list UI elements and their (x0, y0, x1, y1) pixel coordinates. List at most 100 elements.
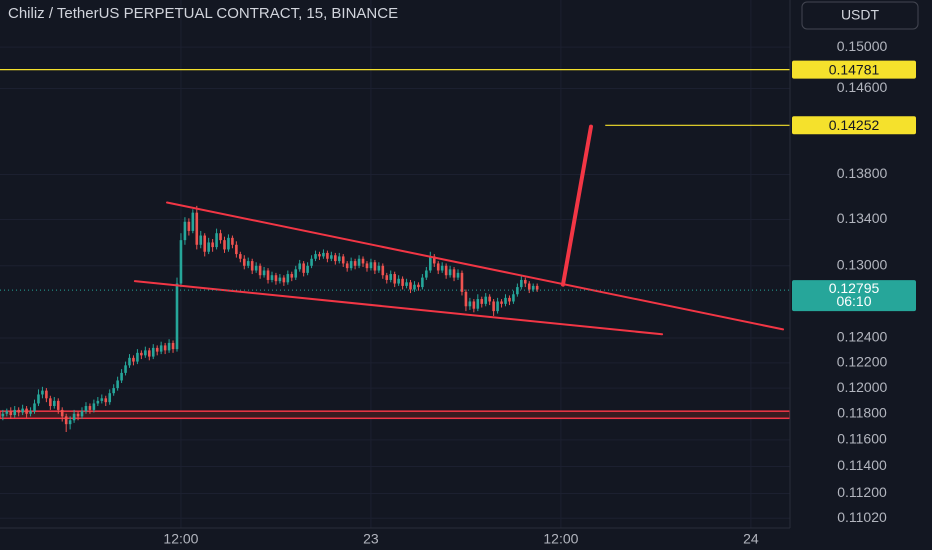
candle-body (492, 301, 495, 312)
candle-body (314, 254, 317, 259)
candle-body (246, 261, 250, 266)
price-line-label: 0.14781 (829, 61, 880, 77)
candle-body (80, 411, 84, 417)
x-tick-label: 12:00 (543, 531, 578, 547)
candle-body (250, 261, 254, 271)
candle-body (49, 398, 52, 407)
candle-body (96, 400, 100, 404)
candle-body (223, 240, 226, 250)
candle-body (417, 284, 420, 288)
candle-body (270, 275, 274, 280)
candle-body (199, 235, 203, 245)
candle-body (1, 413, 5, 417)
candle-body (266, 270, 270, 280)
candle-body (330, 255, 333, 259)
candle-body (460, 272, 464, 292)
candle-body (120, 372, 123, 381)
candle-body (144, 350, 147, 356)
candle-body (425, 270, 428, 278)
candle-body (302, 263, 305, 273)
x-tick-label: 23 (363, 531, 379, 547)
candle-body (385, 275, 389, 280)
currency-label[interactable]: USDT (841, 7, 880, 23)
candle-body (258, 265, 262, 276)
candle-body (432, 256, 436, 264)
y-tick-label: 0.13800 (837, 165, 888, 181)
candle-body (318, 254, 321, 257)
candle-body (60, 409, 64, 417)
candle-body (429, 256, 432, 271)
candle-body (472, 301, 476, 309)
candle-body (523, 279, 527, 284)
candle-body (369, 262, 373, 269)
candle-body (151, 347, 155, 357)
y-tick-label: 0.11600 (837, 431, 887, 447)
candle-body (187, 221, 191, 231)
candle-body (37, 394, 40, 404)
candle-body (353, 261, 357, 266)
candle-body (100, 398, 104, 401)
axes: 0.15000 0.14600 0.13800 0.13400 0.13000 0.124… (163, 38, 916, 547)
y-tick-label: 0.11400 (837, 457, 887, 473)
countdown-label: 06:10 (836, 293, 871, 309)
candle-body (357, 258, 361, 266)
y-tick-label: 0.14600 (837, 79, 888, 95)
candle-body (64, 416, 68, 425)
candle-body (531, 285, 535, 290)
candle-body (322, 252, 325, 257)
last-price-label: 0.12795 (829, 280, 880, 296)
candle-body (175, 283, 179, 350)
candle-body (254, 265, 258, 271)
y-tick-label: 0.12400 (837, 329, 888, 345)
candle-body (397, 278, 400, 284)
candle-body (84, 406, 88, 412)
candle-body (13, 409, 17, 416)
currency-button[interactable] (801, 1, 919, 30)
candle-body (171, 342, 175, 350)
candle-body (116, 380, 119, 389)
candle-body (377, 265, 381, 271)
plot-area (0, 69, 790, 433)
chart-title: Chiliz / TetherUS PERPETUAL CONTRACT, 15… (8, 5, 398, 22)
last-price-box (792, 280, 916, 312)
candle-body (231, 237, 234, 245)
candle-body (108, 393, 112, 403)
y-tick-label: 0.13400 (837, 210, 888, 226)
candle-body (421, 277, 424, 288)
candle-body (278, 277, 282, 282)
candle-body (337, 256, 341, 262)
candle-body (179, 240, 183, 284)
candle-body (5, 411, 9, 414)
candle-body (349, 261, 353, 269)
candle-body (147, 350, 151, 357)
x-tick-label: 12:00 (163, 531, 198, 547)
candle-body (448, 269, 452, 276)
candle-body (520, 279, 523, 288)
trendline (560, 124, 593, 287)
candle-body (326, 252, 329, 259)
candle-body (17, 409, 20, 413)
y-tick-label: 0.13000 (837, 256, 888, 272)
candle-body (409, 282, 412, 290)
candle-body (41, 390, 44, 395)
candle-body (488, 296, 491, 302)
candle-body (365, 263, 369, 269)
candle-body (389, 274, 393, 280)
y-tick-label: 0.11200 (837, 484, 887, 500)
candle-body (413, 284, 416, 290)
candle-body (306, 265, 309, 273)
candle-body (334, 255, 337, 262)
candle-body (183, 221, 187, 241)
candle-body (373, 262, 377, 271)
candle-body (401, 278, 404, 286)
candle-body (452, 269, 456, 278)
candle-body (480, 299, 484, 304)
x-tick-label: 24 (743, 531, 759, 547)
y-tick-label: 0.12200 (837, 354, 888, 370)
candle-body (527, 283, 531, 290)
candle-body (191, 212, 195, 231)
candle-body (128, 357, 131, 366)
candle-body (21, 408, 24, 413)
candle-body (456, 272, 460, 278)
